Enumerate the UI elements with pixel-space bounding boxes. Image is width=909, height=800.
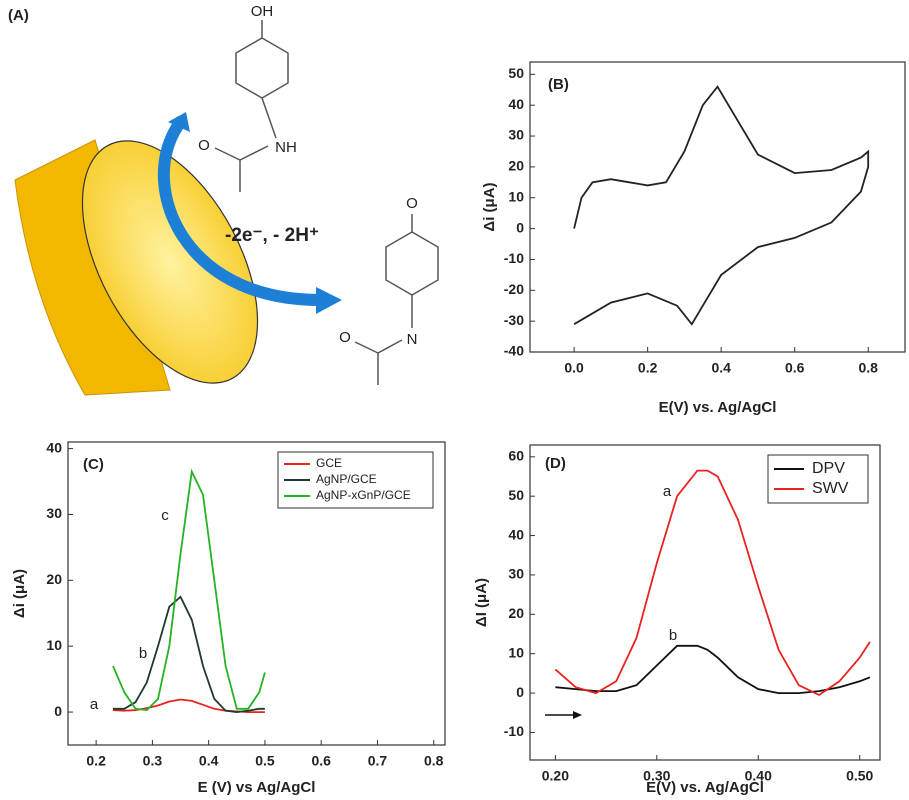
y-tick-label: 10 (46, 637, 62, 653)
x-tick-label: 0.20 (542, 768, 569, 784)
reactant-bonds (214, 20, 289, 192)
data-line (554, 469, 871, 697)
reaction-arrow (157, 116, 321, 306)
legend-box (767, 454, 869, 504)
y-tick-label: 0 (516, 684, 524, 700)
arrow-head (316, 287, 342, 314)
y-tick-label: 60 (508, 448, 524, 464)
atom-label: N (407, 331, 418, 348)
legend-label: DPV (812, 460, 845, 477)
atom-label: O (198, 137, 210, 154)
x-tick-label: 0.4 (199, 753, 219, 769)
x-tick-label: 0.8 (424, 753, 444, 769)
y-tick-label: 0 (54, 703, 62, 719)
panel-label: (A) (8, 7, 29, 24)
x-tick-label: 0.8 (859, 360, 879, 376)
panel-label: (B) (548, 76, 569, 93)
legend-label: SWV (812, 480, 849, 497)
legend-label: GCE (316, 456, 342, 470)
y-tick-label: 20 (46, 571, 62, 587)
x-tick-label: 0.2 (638, 360, 658, 376)
atom-label: NH (275, 139, 297, 156)
y-axis-label: Δi (μA) (11, 569, 28, 618)
plot-frame (529, 61, 906, 353)
y-tick-label: -10 (504, 250, 524, 266)
scheme: (A) OH NH O -2e⁻, - 2H⁺ O N O (8, 3, 439, 396)
y-tick-label: 30 (508, 566, 524, 582)
y-tick-label: 40 (508, 96, 524, 112)
panel-label: (C) (83, 456, 104, 473)
reaction-label: -2e⁻, - 2H⁺ (225, 225, 319, 246)
y-axis-label: ΔI (μA) (473, 578, 490, 627)
x-tick-label: 0.30 (643, 768, 670, 784)
chart-panel: 0.20 0.30 0.40 0.50 -10 0 10 20 30 40 50 60 (D) E(V) … (473, 444, 881, 796)
arrow-tail (168, 112, 190, 132)
atom-label: O (406, 195, 418, 212)
y-tick-label: 30 (46, 505, 62, 521)
y-tick-label: 40 (46, 439, 62, 455)
legend-label: AgNP-xGnP/GCE (316, 488, 411, 502)
x-axis-label: E(V) vs. Ag/AgCl (646, 779, 764, 796)
legend-label: AgNP/GCE (316, 472, 377, 486)
data-line (112, 468, 266, 712)
x-tick-label: 0.3 (143, 753, 163, 769)
y-tick-label: 10 (508, 188, 524, 204)
x-tick-label: 0.50 (846, 768, 873, 784)
y-tick-label: -10 (504, 723, 524, 739)
y-tick-label: 50 (508, 487, 524, 503)
y-tick-label: 50 (508, 65, 524, 81)
direction-arrow-head (573, 711, 582, 719)
data-line (555, 644, 871, 694)
chart-panel: 0.2 0.3 0.4 0.5 0.6 0.7 0.8 0 10 20 30 40 (C) E (V) v… (11, 439, 446, 796)
annotation: a (90, 696, 99, 713)
data-line (113, 595, 265, 714)
y-axis-label: Δi (μA) (481, 182, 498, 231)
y-tick-label: 40 (508, 526, 524, 542)
x-tick-label: 0.6 (311, 753, 331, 769)
product-bonds (354, 214, 439, 385)
y-tick-label: -40 (504, 343, 524, 359)
y-tick-label: 0 (516, 219, 524, 235)
y-tick-label: 10 (508, 644, 524, 660)
atom-label: OH (251, 3, 274, 20)
x-axis-label: E(V) vs. Ag/AgCl (659, 399, 777, 416)
x-tick-label: 0.6 (785, 360, 805, 376)
x-axis-label: E (V) vs Ag/AgCl (198, 779, 316, 796)
y-tick-label: 20 (508, 605, 524, 621)
x-tick-label: 0.2 (86, 753, 106, 769)
x-tick-label: 0.4 (711, 360, 731, 376)
y-tick-label: 20 (508, 158, 524, 174)
annotation: c (161, 507, 169, 524)
annotation: a (663, 483, 672, 500)
x-tick-label: 0.0 (564, 360, 584, 376)
x-tick-label: 0.7 (368, 753, 388, 769)
chart-panel: 0.0 0.2 0.4 0.6 0.8 -40 -30 -20 -10 0 10 20 30 40 50 (B… (481, 61, 906, 416)
x-tick-label: 0.5 (255, 753, 275, 769)
y-tick-label: -30 (504, 312, 524, 328)
panel-label: (D) (545, 455, 566, 472)
plot-frame (67, 441, 446, 746)
annotation: b (139, 645, 147, 662)
y-tick-label: 30 (508, 127, 524, 143)
y-tick-label: -20 (504, 281, 524, 297)
electrode-face (81, 140, 259, 384)
plot-frame (529, 444, 881, 761)
annotation: b (669, 627, 677, 644)
data-line (573, 85, 870, 326)
x-tick-label: 0.40 (745, 768, 772, 784)
atom-label: O (339, 329, 351, 346)
